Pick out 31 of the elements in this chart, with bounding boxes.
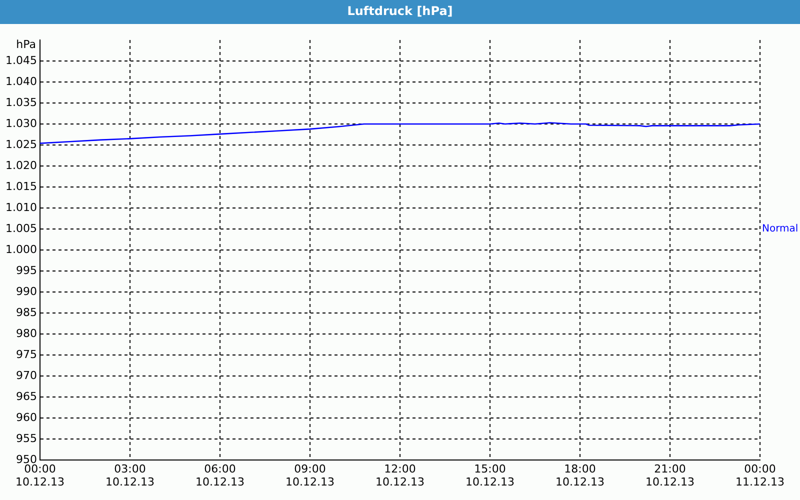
y-tick-label: 970 xyxy=(16,368,37,382)
y-tick-label: 995 xyxy=(16,264,37,277)
y-tick-label: 985 xyxy=(16,306,37,319)
y-tick-label: 1.035 xyxy=(6,96,37,109)
y-tick-label: 1.000 xyxy=(6,242,37,256)
y-tick-label: 1.020 xyxy=(6,158,37,172)
y-tick-label: 980 xyxy=(16,326,37,340)
y-tick-label: 1.025 xyxy=(6,138,37,151)
chart-title: Luftdruck [hPa] xyxy=(0,0,800,24)
y-tick-label: 1.045 xyxy=(6,54,37,67)
x-tick-label: 06:00 10.12.13 xyxy=(196,462,244,489)
y-tick-label: 1.015 xyxy=(6,180,37,193)
x-tick-label: 12:00 10.12.13 xyxy=(376,462,424,489)
x-tick-label: 18:00 10.12.13 xyxy=(556,462,604,489)
y-tick-label: 955 xyxy=(16,432,37,445)
x-tick-label: 00:00 11.12.13 xyxy=(736,462,784,489)
y-tick-label: 975 xyxy=(16,348,37,361)
x-tick-label: 03:00 10.12.13 xyxy=(106,462,154,489)
x-tick-label: 09:00 10.12.13 xyxy=(286,462,334,489)
y-tick-label: 990 xyxy=(16,284,37,298)
y-axis-title: hPa xyxy=(16,38,36,51)
x-tick-label: 00:00 10.12.13 xyxy=(16,462,64,489)
y-tick-label: 1.030 xyxy=(6,116,37,130)
y-tick-label: 1.005 xyxy=(6,222,37,235)
text: Normal xyxy=(762,224,798,235)
x-tick-label: 21:00 10.12.13 xyxy=(646,462,694,489)
x-tick-label: 15:00 10.12.13 xyxy=(466,462,514,489)
y-tick-label: 965 xyxy=(16,390,37,403)
y-tick-label: 960 xyxy=(16,410,37,424)
y-tick-label: 1.040 xyxy=(6,74,37,88)
y-tick-label: 1.010 xyxy=(6,200,37,214)
